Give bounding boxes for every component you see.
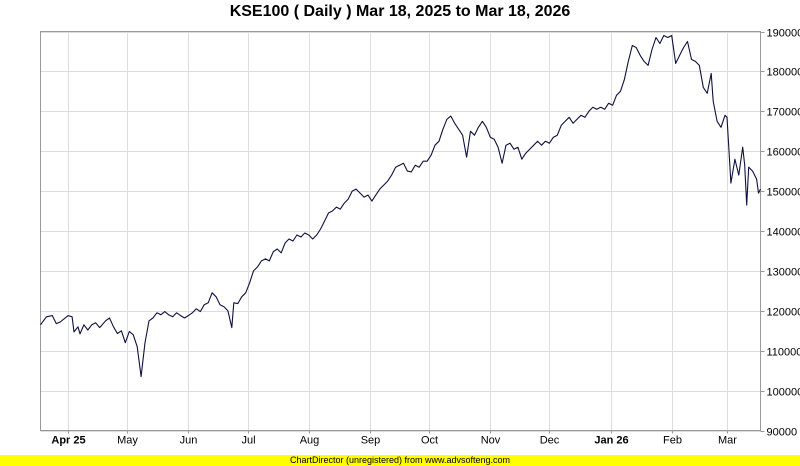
y-tick-label: 180000 xyxy=(767,67,800,79)
y-tick-label: 130000 xyxy=(767,267,800,279)
series-layer xyxy=(40,34,761,378)
y-tick-label: 150000 xyxy=(767,187,800,199)
chart-title: KSE100 ( Daily ) Mar 18, 2025 to Mar 18,… xyxy=(229,3,571,20)
x-tick-label: Dec xyxy=(540,435,560,447)
x-tick-label: May xyxy=(117,435,138,447)
x-tick-label: Jun xyxy=(180,435,198,447)
x-tick-label: Mar xyxy=(718,435,737,447)
y-tick-label: 100000 xyxy=(767,387,800,399)
footer-banner: ChartDirector (unregistered) from www.ad… xyxy=(0,455,800,466)
y-tick-label: 110000 xyxy=(767,347,800,359)
x-tick-label: Aug xyxy=(300,435,320,447)
x-tick-label: Jul xyxy=(241,435,255,447)
y-tick-label: 120000 xyxy=(767,307,800,319)
x-axis: Apr 25 May Jun Jul Aug Sep Oct Nov Dec Jan 26 Feb M… xyxy=(51,430,737,447)
y-tick-label: 160000 xyxy=(767,147,800,159)
grid xyxy=(40,31,761,432)
series-line-kse100 xyxy=(40,34,761,378)
x-tick-label: Apr 25 xyxy=(51,435,85,447)
y-tick-label: 140000 xyxy=(767,227,800,239)
x-tick-label: Oct xyxy=(421,435,438,447)
x-tick-label: Nov xyxy=(481,435,501,447)
y-tick-label: 190000 xyxy=(767,28,800,40)
x-tick-label: Jan 26 xyxy=(594,435,628,447)
x-tick-label: Feb xyxy=(663,435,682,447)
y-tick-label: 170000 xyxy=(767,107,800,119)
y-tick-label: 90000 xyxy=(767,427,798,439)
y-axis: 90000 100000 110000 120000 130000 140000 15000… xyxy=(760,28,800,439)
x-tick-label: Sep xyxy=(361,435,381,447)
